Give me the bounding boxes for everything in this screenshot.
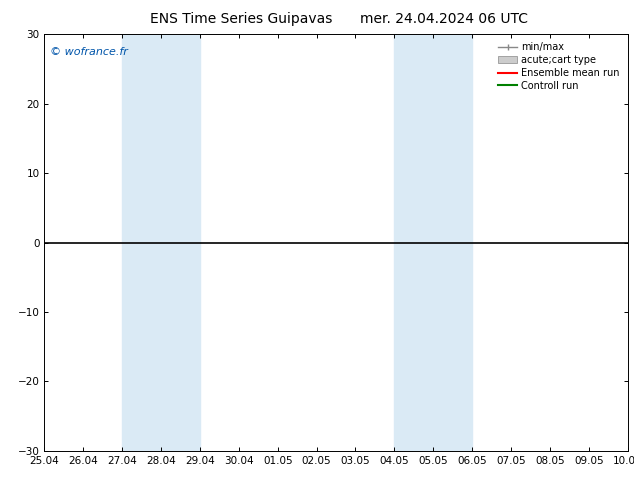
Bar: [394, 34, 472, 451]
Text: mer. 24.04.2024 06 UTC: mer. 24.04.2024 06 UTC: [360, 12, 527, 26]
Bar: [122, 34, 200, 451]
Legend: min/max, acute;cart type, Ensemble mean run, Controll run: min/max, acute;cart type, Ensemble mean …: [495, 39, 623, 94]
Text: ENS Time Series Guipavas: ENS Time Series Guipavas: [150, 12, 332, 26]
Text: © wofrance.fr: © wofrance.fr: [50, 47, 128, 57]
